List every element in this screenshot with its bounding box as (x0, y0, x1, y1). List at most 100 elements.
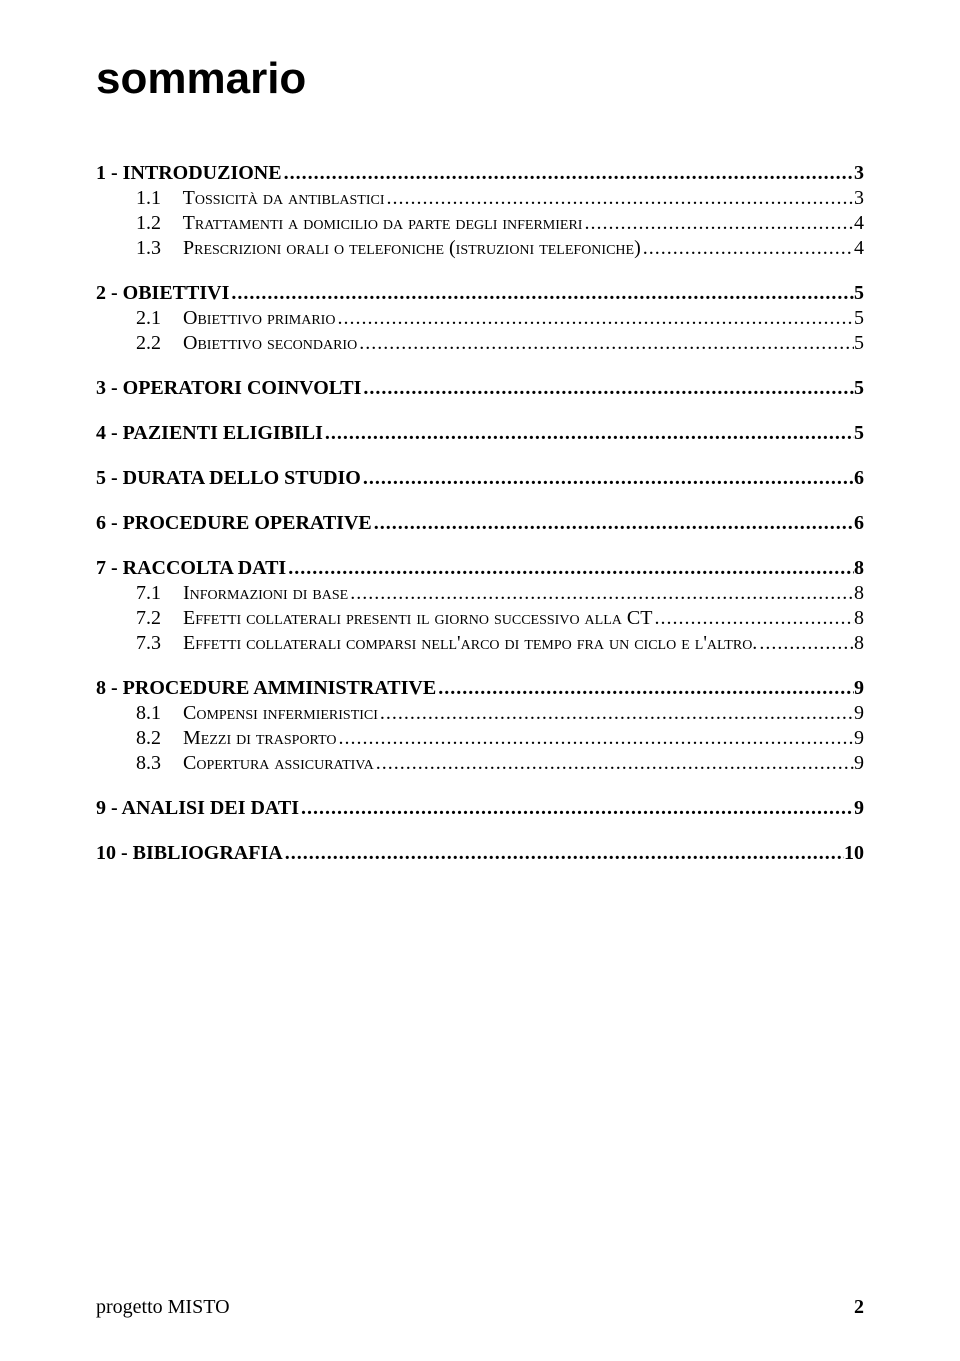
toc-entry-level1: 2 - OBIETTIVI 5 (96, 282, 864, 305)
toc-entry-level2: 1.1 Tossicità da antiblastici 3 (96, 187, 864, 210)
toc-label: 1.2 Trattamenti a domicilio da parte deg… (136, 212, 582, 235)
toc-leader-dots (757, 632, 854, 655)
toc-label: 3 - OPERATORI COINVOLTI (96, 377, 361, 400)
toc-label: 7.1 Informazioni di base (136, 582, 348, 605)
toc-leader-dots (286, 557, 854, 580)
toc-subnumber: 8.1 (136, 702, 178, 725)
toc-entry-level2: 8.1 Compensi infermieristici 9 (96, 702, 864, 725)
toc-entry-level2: 8.3 Copertura assicurativa 9 (96, 752, 864, 775)
toc-leader-dots (641, 237, 854, 260)
toc-subnumber: 8.2 (136, 727, 178, 750)
toc-page-number: 6 (854, 467, 864, 490)
toc-label: 2.1 Obiettivo primario (136, 307, 335, 330)
toc-page-number: 5 (854, 377, 864, 400)
toc-page-number: 8 (854, 557, 864, 580)
toc-leader-dots (348, 582, 854, 605)
toc-label: 8.3 Copertura assicurativa (136, 752, 374, 775)
toc-entry-level1: 9 - ANALISI DEI DATI 9 (96, 797, 864, 820)
toc-label: 8.2 Mezzi di trasporto (136, 727, 336, 750)
toc-subnumber: 1.2 (136, 212, 178, 235)
footer-project-label: progetto MISTO (96, 1296, 230, 1319)
toc-label: 2.2 Obiettivo secondario (136, 332, 357, 355)
toc-entry-level1: 5 - DURATA DELLO STUDIO 6 (96, 467, 864, 490)
toc-entry-level2: 1.3 Prescrizioni orali o telefoniche (is… (96, 237, 864, 260)
toc-page-number: 5 (854, 282, 864, 305)
page-footer: progetto MISTO 2 (96, 1296, 864, 1319)
toc-leader-dots (361, 467, 854, 490)
toc-subnumber: 7.2 (136, 607, 178, 630)
toc-entry-level2: 7.2 Effetti collaterali presenti il gior… (96, 607, 864, 630)
toc-entry-level1: 8 - PROCEDURE AMMINISTRATIVE 9 (96, 677, 864, 700)
toc-leader-dots (385, 187, 854, 210)
footer-page-number: 2 (854, 1296, 864, 1319)
toc-entry-level2: 7.1 Informazioni di base 8 (96, 582, 864, 605)
toc-page-number: 9 (854, 797, 864, 820)
toc-page-number: 5 (854, 307, 864, 330)
toc-entry-level2: 7.3 Effetti collaterali comparsi nell'ar… (96, 632, 864, 655)
toc-label: 4 - PAZIENTI ELIGIBILI (96, 422, 323, 445)
document-page: sommario 1 - INTRODUZIONE 31.1 Tossicità… (0, 0, 960, 1361)
toc-subnumber: 2.2 (136, 332, 178, 355)
toc-entry-level1: 1 - INTRODUZIONE 3 (96, 162, 864, 185)
toc-entry-level1: 4 - PAZIENTI ELIGIBILI 5 (96, 422, 864, 445)
toc-label: 8.1 Compensi infermieristici (136, 702, 378, 725)
toc-page-number: 3 (854, 162, 864, 185)
toc-leader-dots (357, 332, 854, 355)
toc-subnumber: 1.1 (136, 187, 178, 210)
toc-label: 1 - INTRODUZIONE (96, 162, 282, 185)
toc-entry-level2: 2.2 Obiettivo secondario 5 (96, 332, 864, 355)
toc-page-number: 5 (854, 422, 864, 445)
toc-leader-dots (323, 422, 854, 445)
toc-leader-dots (229, 282, 854, 305)
toc-page-number: 9 (854, 677, 864, 700)
toc-subnumber: 1.3 (136, 237, 178, 260)
toc-subnumber: 7.1 (136, 582, 178, 605)
toc-page-number: 4 (854, 212, 864, 235)
toc-leader-dots (652, 607, 854, 630)
toc-leader-dots (335, 307, 854, 330)
toc-subnumber: 2.1 (136, 307, 178, 330)
toc-label: 1.3 Prescrizioni orali o telefoniche (is… (136, 237, 641, 260)
toc-label: 9 - ANALISI DEI DATI (96, 797, 299, 820)
toc-subnumber: 7.3 (136, 632, 178, 655)
toc-leader-dots (361, 377, 854, 400)
toc-entry-level1: 3 - OPERATORI COINVOLTI 5 (96, 377, 864, 400)
toc-entry-level2: 2.1 Obiettivo primario 5 (96, 307, 864, 330)
toc-page-number: 9 (854, 702, 864, 725)
toc-leader-dots (282, 162, 854, 185)
toc-leader-dots (436, 677, 854, 700)
toc-leader-dots (299, 797, 854, 820)
toc-label: 7.2 Effetti collaterali presenti il gior… (136, 607, 652, 630)
toc-page-number: 4 (854, 237, 864, 260)
toc-leader-dots (374, 752, 854, 775)
page-title: sommario (96, 54, 864, 104)
toc-entry-level1: 10 - BIBLIOGRAFIA 10 (96, 842, 864, 865)
toc-leader-dots (336, 727, 854, 750)
toc-page-number: 8 (854, 582, 864, 605)
toc-label: 5 - DURATA DELLO STUDIO (96, 467, 361, 490)
toc-leader-dots (283, 842, 844, 865)
toc-page-number: 9 (854, 752, 864, 775)
toc-label: 10 - BIBLIOGRAFIA (96, 842, 283, 865)
toc-leader-dots (378, 702, 854, 725)
toc-entry-level1: 6 - PROCEDURE OPERATIVE 6 (96, 512, 864, 535)
toc-label: 6 - PROCEDURE OPERATIVE (96, 512, 372, 535)
toc-page-number: 6 (854, 512, 864, 535)
toc-page-number: 5 (854, 332, 864, 355)
toc-label: 1.1 Tossicità da antiblastici (136, 187, 385, 210)
toc-leader-dots (372, 512, 854, 535)
toc-entry-level1: 7 - RACCOLTA DATI 8 (96, 557, 864, 580)
toc-label: 2 - OBIETTIVI (96, 282, 229, 305)
toc-label: 8 - PROCEDURE AMMINISTRATIVE (96, 677, 436, 700)
toc-page-number: 9 (854, 727, 864, 750)
toc-entry-level2: 1.2 Trattamenti a domicilio da parte deg… (96, 212, 864, 235)
toc-page-number: 10 (844, 842, 864, 865)
table-of-contents: 1 - INTRODUZIONE 31.1 Tossicità da antib… (96, 162, 864, 865)
toc-label: 7.3 Effetti collaterali comparsi nell'ar… (136, 632, 757, 655)
toc-page-number: 8 (854, 607, 864, 630)
toc-page-number: 8 (854, 632, 864, 655)
toc-page-number: 3 (854, 187, 864, 210)
toc-entry-level2: 8.2 Mezzi di trasporto 9 (96, 727, 864, 750)
toc-subnumber: 8.3 (136, 752, 178, 775)
toc-leader-dots (582, 212, 854, 235)
